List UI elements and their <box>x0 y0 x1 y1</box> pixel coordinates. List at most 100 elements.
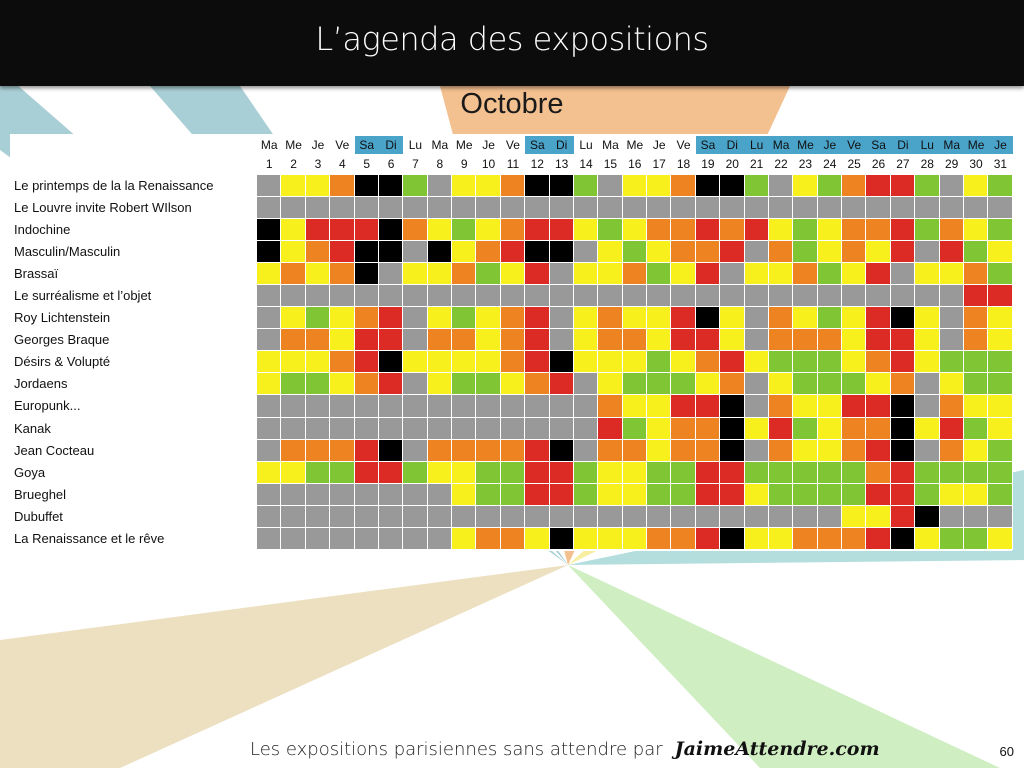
schedule-cell <box>330 175 355 198</box>
schedule-cell <box>915 263 940 286</box>
schedule-cell <box>378 219 404 242</box>
schedule-cell <box>695 417 721 440</box>
date-number-18: 18 <box>676 157 691 171</box>
schedule-cell <box>549 505 574 528</box>
schedule-cell <box>695 527 721 550</box>
schedule-cell <box>378 461 404 484</box>
schedule-cell <box>549 461 574 484</box>
date-number-19: 19 <box>701 157 715 171</box>
schedule-cell <box>525 175 550 198</box>
schedule-cell <box>866 241 891 264</box>
schedule-cell <box>963 241 989 264</box>
schedule-cell <box>452 527 477 550</box>
schedule-cell <box>744 285 769 308</box>
schedule-cell <box>500 505 526 528</box>
schedule-cell <box>476 417 501 440</box>
schedule-cell <box>988 373 1013 396</box>
schedule-cell <box>427 417 452 440</box>
schedule-cell <box>988 263 1013 286</box>
schedule-cell <box>427 307 452 330</box>
schedule-cell <box>257 373 282 396</box>
schedule-cell <box>817 241 842 264</box>
schedule-cell <box>720 439 745 462</box>
schedule-cell <box>598 263 623 286</box>
exhibition-name: Désirs & Volupté <box>14 354 111 370</box>
schedule-cell <box>500 373 526 396</box>
schedule-cell <box>842 373 867 396</box>
schedule-cell <box>963 483 989 506</box>
schedule-cell <box>378 373 404 396</box>
schedule-cell <box>452 307 477 330</box>
schedule-cell <box>695 175 721 198</box>
schedule-cell <box>866 175 891 198</box>
title-bar: L’agenda des expositions <box>0 0 1024 86</box>
schedule-cell <box>890 329 916 352</box>
schedule-cell <box>915 373 940 396</box>
schedule-cell <box>500 263 526 286</box>
schedule-cell <box>842 483 867 506</box>
schedule-cell <box>622 197 647 220</box>
schedule-cell <box>647 241 672 264</box>
schedule-cell <box>305 373 331 396</box>
schedule-cell <box>988 175 1013 198</box>
schedule-cell <box>598 527 623 550</box>
schedule-cell <box>257 329 282 352</box>
schedule-cell <box>671 461 696 484</box>
schedule-cell <box>598 505 623 528</box>
schedule-cell <box>427 461 452 484</box>
date-number-8: 8 <box>436 157 444 171</box>
schedule-cell <box>915 505 940 528</box>
schedule-cell <box>378 417 404 440</box>
date-number-17: 17 <box>652 157 666 171</box>
schedule-cell <box>890 175 916 198</box>
schedule-cell <box>500 175 526 198</box>
schedule-cell <box>793 439 818 462</box>
schedule-cell <box>354 197 379 220</box>
day-name-4: Ve <box>335 138 350 152</box>
schedule-cell <box>378 527 404 550</box>
day-name-22: Ma <box>768 136 794 154</box>
schedule-cell <box>427 285 452 308</box>
schedule-cell <box>890 527 916 550</box>
schedule-cell <box>768 219 794 242</box>
schedule-cell <box>963 395 989 418</box>
footer-tagline: Les expositions parisiennes sans attendr… <box>250 739 663 760</box>
schedule-cell <box>427 263 452 286</box>
schedule-cell <box>330 197 355 220</box>
schedule-cell <box>378 439 404 462</box>
schedule-cell <box>866 307 891 330</box>
schedule-cell <box>354 175 379 198</box>
schedule-cell <box>720 461 745 484</box>
exhibition-name: Brueghel <box>14 486 67 502</box>
schedule-cell <box>866 329 891 352</box>
page-number: 60 <box>999 744 1014 759</box>
date-number-4: 4 <box>338 157 346 171</box>
schedule-cell <box>378 395 404 418</box>
schedule-cell <box>354 527 379 550</box>
schedule-cell <box>890 395 916 418</box>
footer: Les expositions parisiennes sans attendr… <box>250 738 880 760</box>
date-number-28: 28 <box>920 157 934 171</box>
schedule-cell <box>354 439 379 462</box>
schedule-cell <box>378 505 404 528</box>
schedule-cell <box>573 417 599 440</box>
schedule-cell <box>744 505 769 528</box>
schedule-cell <box>671 483 696 506</box>
schedule-cell <box>695 439 721 462</box>
schedule-cell <box>988 241 1013 264</box>
schedule-cell <box>354 263 379 286</box>
schedule-cell <box>842 505 867 528</box>
schedule-cell <box>622 307 647 330</box>
schedule-cell <box>647 307 672 330</box>
schedule-cell <box>915 417 940 440</box>
exhibition-name: La Renaissance et le rêve <box>14 530 165 546</box>
schedule-cell <box>915 439 940 462</box>
date-number-12: 12 <box>530 157 544 171</box>
schedule-cell <box>768 417 794 440</box>
day-name-24: Je <box>817 136 842 154</box>
schedule-cell <box>890 505 916 528</box>
schedule-cell <box>695 505 721 528</box>
schedule-cell <box>842 329 867 352</box>
schedule-cell <box>939 461 964 484</box>
schedule-cell <box>671 395 696 418</box>
